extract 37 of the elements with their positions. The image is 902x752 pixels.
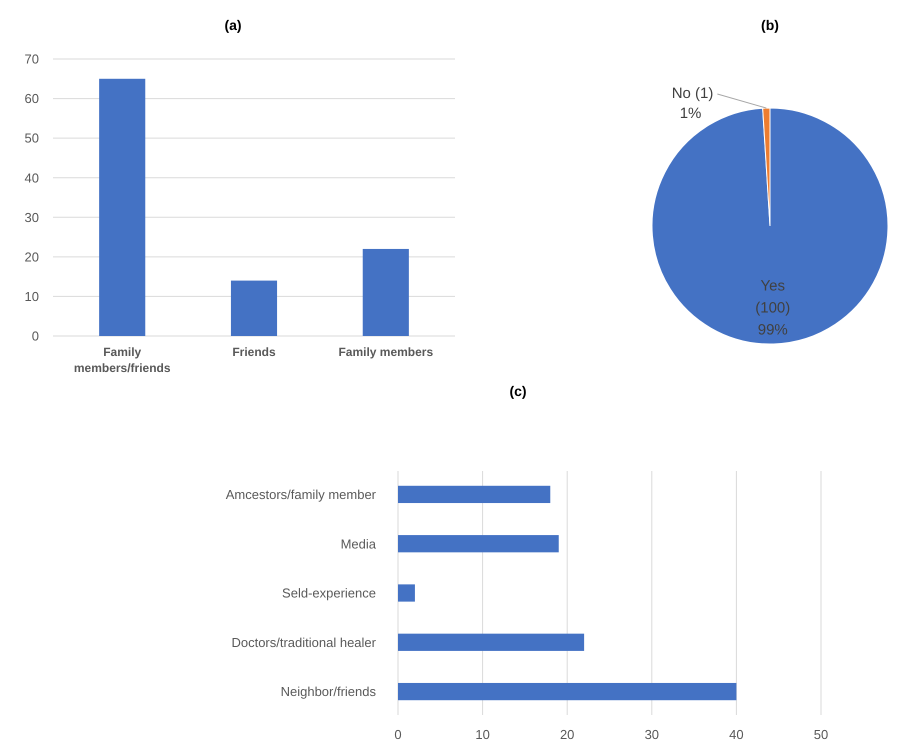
x-tick-label: 20: [560, 727, 574, 742]
y-tick-label: Seld-experience: [282, 586, 376, 601]
bar: [398, 634, 584, 651]
y-tick-label: 70: [24, 52, 39, 67]
bar: [362, 248, 409, 336]
y-tick-label: 50: [24, 130, 39, 146]
x-tick-label: 30: [644, 727, 660, 742]
bar: [99, 78, 146, 336]
x-tick-label: 0: [394, 727, 402, 742]
chart-title: (a): [224, 17, 242, 33]
chart-title: (c): [509, 383, 527, 399]
y-tick-label: Neighbor/friends: [280, 684, 376, 700]
data-label: (100) 99%: [755, 299, 790, 338]
y-tick-label: 10: [24, 288, 39, 304]
y-tick-label: Doctors/traditional healer: [231, 634, 377, 650]
bar: [398, 486, 550, 504]
y-tick-label: Media: [340, 536, 377, 552]
slice-label: Yes: [760, 277, 785, 294]
x-tick-label: Family members: [338, 345, 434, 359]
bar: [230, 280, 278, 336]
chart-title: (b): [761, 17, 779, 33]
pie-slice: [652, 108, 888, 344]
x-tick-label: Friends: [232, 345, 276, 359]
y-tick-label: 40: [24, 170, 39, 186]
bar: [398, 535, 559, 552]
x-tick-label: 10: [475, 727, 490, 742]
x-tick-label: Family members/friends: [74, 345, 171, 375]
y-tick-label: Amcestors/family member: [226, 486, 377, 502]
x-tick-label: 40: [729, 727, 744, 742]
x-tick-label: 50: [814, 727, 828, 742]
y-tick-label: 30: [24, 210, 39, 225]
bar: [398, 584, 415, 602]
y-tick-label: 0: [32, 328, 39, 344]
y-tick-label: 60: [24, 91, 39, 106]
y-tick-label: 20: [24, 249, 39, 264]
bar: [398, 682, 736, 700]
slice-label: No (1) 1%: [672, 85, 714, 122]
